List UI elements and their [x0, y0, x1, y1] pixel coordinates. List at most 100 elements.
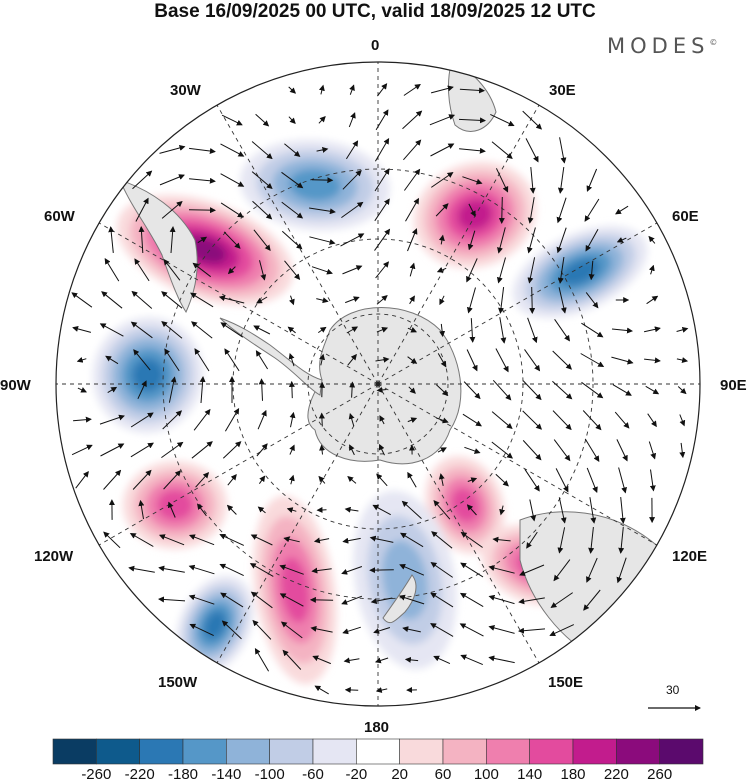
wind-arrow — [588, 527, 595, 554]
wind-arrow — [469, 318, 476, 343]
wind-arrow — [400, 532, 424, 548]
wind-arrow — [436, 267, 447, 273]
wind-arrow — [101, 291, 123, 309]
wind-arrow — [435, 203, 449, 217]
wind-arrow — [615, 205, 629, 215]
wind-arrow — [103, 531, 121, 549]
wind-arrow — [518, 597, 545, 605]
wind-arrow — [466, 258, 478, 283]
wind-arrow — [462, 413, 482, 427]
wind-arrow — [488, 565, 515, 574]
wind-arrow — [374, 228, 391, 251]
lon-label-0: 0 — [371, 37, 380, 54]
wind-arrow — [222, 441, 242, 459]
wind-arrow — [431, 172, 454, 188]
wind-arrow — [138, 499, 145, 520]
wind-arrow — [499, 505, 506, 516]
wind-arrow — [133, 349, 151, 371]
colorbar-tick-label: 100 — [473, 766, 499, 783]
wind-arrow — [648, 235, 656, 244]
wind-arrow — [256, 443, 268, 457]
lon-label-60e: 60E — [672, 208, 699, 225]
wind-arrow — [258, 475, 266, 484]
wind-arrow — [309, 236, 336, 245]
colorbar-tick-label: 180 — [560, 766, 586, 783]
wind-arrow — [191, 321, 213, 339]
colorbar-swatch — [486, 738, 530, 765]
wind-arrow — [558, 287, 567, 314]
wind-arrow — [430, 592, 454, 608]
colorbar-tick-label: 20 — [391, 766, 408, 783]
wind-arrow — [497, 227, 506, 254]
wind-arrow — [161, 321, 183, 339]
wind-arrow — [281, 171, 304, 189]
wind-arrow — [253, 229, 271, 251]
wind-arrow — [254, 647, 270, 672]
wind-arrow — [407, 356, 418, 364]
wind-arrow — [407, 471, 417, 488]
colorbar-swatch — [616, 738, 660, 765]
map-boundary — [55, 61, 701, 707]
latitude-circle — [307, 313, 449, 455]
wind-arrow — [375, 109, 389, 131]
wind-arrow — [460, 654, 483, 666]
map-title: Base 16/09/2025 00 UTC, valid 18/09/2025… — [154, 1, 596, 22]
wind-arrow — [71, 292, 93, 308]
wind-arrow — [100, 443, 125, 457]
wind-arrow — [555, 468, 569, 493]
antarctic-peninsula-land — [219, 317, 323, 396]
colorbar-tick-label: 60 — [434, 766, 452, 783]
wind-arrow — [164, 348, 180, 372]
wind-arrow — [557, 257, 565, 284]
wind-arrow — [128, 565, 155, 573]
wind-arrow — [408, 386, 416, 394]
latitude-circle — [162, 168, 594, 600]
wind-arrow — [158, 596, 186, 603]
wind-arrow — [219, 533, 245, 546]
wind-arrow — [529, 286, 536, 314]
wind-arrow — [258, 378, 265, 401]
wind-arrow — [436, 417, 449, 424]
wind-arrow — [614, 411, 630, 429]
wind-arrow — [319, 444, 326, 455]
wind-arrow — [135, 197, 149, 222]
wind-arrow — [643, 326, 661, 333]
wind-arrow — [341, 566, 363, 575]
wind-arrow — [348, 112, 356, 128]
lon-label-90w: 90W — [0, 377, 31, 394]
wind-arrow — [195, 472, 210, 488]
wind-arrow — [526, 531, 538, 549]
wind-arrow — [311, 266, 333, 275]
wind-arrow — [466, 349, 478, 372]
wind-arrow — [439, 323, 446, 338]
wind-arrow — [466, 287, 476, 314]
wind-arrow — [163, 258, 181, 281]
wind-arrow — [288, 380, 295, 399]
colorbar-swatch — [226, 738, 270, 765]
wind-arrow — [282, 649, 302, 670]
wind-arrow — [227, 474, 237, 486]
wind-arrow — [188, 534, 215, 546]
wind-arrow — [288, 86, 297, 94]
wind-arrow — [161, 200, 183, 219]
wind-arrow — [438, 473, 445, 486]
wind-arrow — [552, 380, 573, 400]
wind-arrow — [99, 323, 124, 337]
wind-arrow — [645, 385, 660, 395]
wind-arrow — [99, 414, 125, 425]
wind-arrow — [463, 381, 481, 400]
wind-arrow — [252, 200, 273, 220]
wind-arrow — [163, 470, 182, 490]
wind-arrow — [431, 531, 453, 549]
wind-arrow — [220, 322, 244, 338]
wind-arrow — [556, 197, 567, 224]
meridian-line — [377, 383, 658, 546]
wind-arrow — [430, 85, 454, 94]
south-pole-marker — [375, 381, 381, 387]
wind-arrow — [224, 407, 240, 432]
wind-arrow — [196, 503, 207, 517]
wind-arrow — [372, 504, 391, 516]
wind-arrow — [522, 440, 542, 461]
wind-arrow — [220, 592, 244, 608]
colorbar-swatch — [442, 738, 487, 765]
